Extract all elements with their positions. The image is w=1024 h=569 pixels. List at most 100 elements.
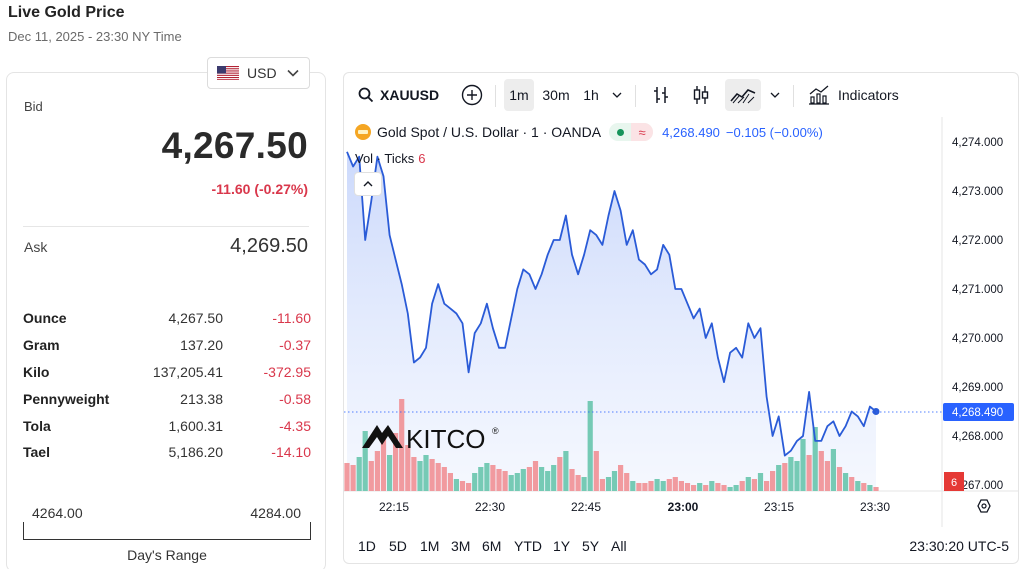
volume-bar bbox=[703, 485, 709, 491]
volume-bar bbox=[636, 483, 642, 491]
unit-change: -14.10 bbox=[271, 444, 311, 461]
volume-bar bbox=[587, 401, 593, 491]
volume-bar bbox=[751, 479, 757, 491]
ask-value: 4,269.50 bbox=[230, 235, 308, 257]
us-flag-icon bbox=[217, 66, 239, 80]
range-1y[interactable]: 1Y bbox=[553, 538, 571, 554]
volume-bar bbox=[739, 481, 745, 491]
unit-name: Gram bbox=[23, 337, 60, 354]
volume-bar bbox=[611, 471, 618, 491]
kitco-logo: KITCO ® bbox=[362, 424, 499, 454]
chart-toolbar: XAUUSD 1m 30m 1h bbox=[344, 73, 1018, 117]
volume-bar bbox=[697, 483, 703, 491]
candles-button[interactable] bbox=[685, 79, 717, 111]
unit-name: Tola bbox=[23, 417, 51, 434]
interval-1m[interactable]: 1m bbox=[504, 79, 534, 111]
interval-menu-button[interactable] bbox=[607, 79, 627, 111]
volume-bar bbox=[557, 457, 563, 491]
volume-bar bbox=[399, 399, 405, 491]
volume-bar bbox=[599, 479, 605, 491]
volume-bar bbox=[654, 479, 660, 491]
volume-bar bbox=[666, 479, 672, 491]
y-tick-label: 4,273.000 bbox=[952, 186, 1003, 198]
unit-row-gram: Gram 137.20 -0.37 bbox=[23, 332, 311, 359]
interval-30m[interactable]: 30m bbox=[542, 87, 570, 103]
volume-bar bbox=[593, 451, 599, 491]
volume-bar bbox=[849, 477, 855, 491]
last-price-label: 4,268.490 bbox=[952, 407, 1003, 419]
range-ytd[interactable]: YTD bbox=[514, 538, 542, 554]
chevron-down-icon bbox=[286, 69, 299, 77]
volume-bar bbox=[447, 473, 453, 491]
indicators-button[interactable]: Indicators bbox=[804, 79, 914, 111]
symbol-search[interactable]: XAUUSD bbox=[354, 79, 440, 111]
kitco-watermark-text: KITCO bbox=[406, 424, 485, 454]
volume-bar bbox=[727, 487, 733, 491]
divider bbox=[23, 226, 309, 227]
volume-bar bbox=[855, 481, 861, 491]
range-6m[interactable]: 6M bbox=[482, 538, 502, 554]
unit-change: -11.60 bbox=[272, 310, 311, 327]
volume-bar bbox=[344, 463, 350, 491]
range-all[interactable]: All bbox=[611, 538, 627, 554]
range-1d[interactable]: 1D bbox=[358, 538, 376, 554]
volume-bar bbox=[405, 445, 411, 491]
area-chart-icon bbox=[730, 89, 756, 104]
unit-change: -0.58 bbox=[279, 390, 311, 407]
range-5y[interactable]: 5Y bbox=[582, 538, 600, 554]
bid-value: 4,267.50 bbox=[161, 125, 308, 166]
bar-chart-button[interactable] bbox=[645, 79, 677, 111]
range-5d[interactable]: 5D bbox=[389, 538, 407, 554]
volume-bar bbox=[836, 467, 843, 491]
search-icon bbox=[358, 87, 374, 103]
currency-select[interactable]: USD bbox=[207, 57, 310, 89]
compare-button[interactable] bbox=[456, 79, 488, 111]
x-tick-label: 23:30 bbox=[860, 500, 890, 514]
volume-bar bbox=[715, 483, 721, 491]
toolbar-divider bbox=[635, 85, 636, 107]
volume-bar bbox=[721, 485, 727, 491]
x-tick-label: 23:15 bbox=[764, 500, 794, 514]
chevron-down-icon bbox=[770, 92, 780, 98]
unit-price: 1,600.31 bbox=[168, 417, 224, 434]
unit-row-tael: Tael 5,186.20 -14.10 bbox=[23, 439, 311, 466]
volume-bar bbox=[684, 483, 691, 491]
gold-bar-icon bbox=[355, 124, 371, 140]
volume-label: Vol · Ticks bbox=[355, 151, 415, 166]
market-status-pill: ≈ bbox=[609, 123, 654, 141]
unit-row-pennyweight: Pennyweight 213.38 -0.58 bbox=[23, 385, 311, 412]
unit-price: 213.38 bbox=[180, 390, 223, 407]
volume-bar bbox=[745, 477, 751, 491]
volume-bar bbox=[605, 477, 612, 491]
range-3m[interactable]: 3M bbox=[451, 538, 471, 554]
volume-bar bbox=[496, 469, 502, 491]
volume-bar bbox=[843, 473, 849, 491]
volume-bar bbox=[812, 427, 818, 491]
volume-bar bbox=[818, 451, 824, 491]
legend-change: −0.105 (−0.00%) bbox=[725, 124, 823, 140]
volume-bar bbox=[824, 461, 830, 491]
chart-clock: 23:30:20 UTC-5 bbox=[909, 538, 1009, 554]
units-table: Ounce 4,267.50 -11.60 Gram 137.20 -0.37 Kilo 13… bbox=[23, 305, 311, 466]
chart-panel: KITCO ® 4,274.000 4,273.000 4,272.000 4,271.0… bbox=[343, 72, 1019, 564]
volume-bar bbox=[563, 451, 569, 491]
legend-value: 4,268.490 bbox=[662, 124, 720, 140]
collapse-legend-button[interactable] bbox=[354, 172, 382, 196]
settings-icon[interactable] bbox=[977, 499, 991, 513]
x-tick-label: 22:15 bbox=[379, 500, 409, 514]
volume-bar bbox=[429, 459, 435, 491]
price-chart[interactable]: KITCO ® 4,274.000 4,273.000 4,272.000 4,271.0… bbox=[344, 73, 1019, 527]
x-tick-label: 22:45 bbox=[571, 500, 601, 514]
volume-bar bbox=[581, 477, 587, 491]
volume-bar bbox=[532, 461, 539, 491]
volume-bar bbox=[642, 483, 648, 491]
range-1m[interactable]: 1M bbox=[420, 538, 440, 554]
volume-bar bbox=[648, 481, 654, 491]
interval-1h[interactable]: 1h bbox=[583, 87, 599, 103]
volume-bar bbox=[423, 455, 429, 491]
chart-type-menu-button[interactable] bbox=[765, 79, 785, 111]
volume-badge bbox=[944, 472, 964, 491]
price-area bbox=[347, 151, 876, 492]
area-chart-button[interactable] bbox=[725, 79, 761, 111]
unit-price: 137,205.41 bbox=[152, 363, 223, 380]
